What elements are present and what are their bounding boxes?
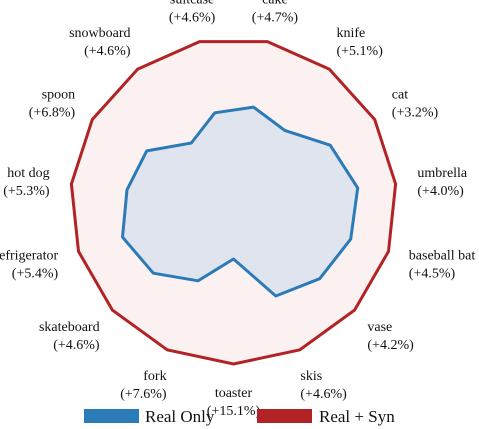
category-label-12: spoon (42, 88, 75, 103)
improvement-label-12: (+6.8%) (29, 106, 76, 121)
category-label-10: refrigerator (0, 249, 59, 264)
series-line-real-syn (69, 40, 398, 366)
improvement-label-0: (+4.7%) (252, 10, 299, 25)
category-label-0: cake (262, 0, 288, 7)
category-label-6: skis (300, 369, 322, 384)
improvement-label-9: (+4.6%) (53, 338, 100, 353)
legend-swatch-real-syn (257, 409, 312, 423)
improvement-label-7: (+15.1%) (207, 404, 261, 419)
improvement-label-5: (+4.2%) (367, 338, 414, 353)
category-label-14: suitcase (170, 0, 214, 7)
improvement-label-3: (+4.0%) (417, 184, 464, 199)
improvement-label-14: (+4.6%) (169, 10, 216, 25)
category-label-1: knife (337, 26, 366, 41)
improvement-label-8: (+7.6%) (120, 387, 167, 402)
improvement-label-13: (+4.6%) (84, 44, 131, 59)
radar-series (69, 40, 398, 366)
category-labels: cake (+4.7%) knife (+5.1%) cat (+3.2%) umbrell… (0, 0, 475, 419)
category-label-11: hot dog (7, 166, 49, 181)
category-label-3: umbrella (417, 166, 468, 181)
legend-swatch-real-only (84, 409, 139, 423)
category-label-5: vase (367, 320, 392, 335)
legend-label-real-only: Real Only (145, 407, 215, 426)
category-label-8: fork (143, 369, 166, 384)
improvement-label-10: (+5.4%) (12, 267, 59, 282)
improvement-label-11: (+5.3%) (3, 184, 50, 199)
improvement-label-2: (+3.2%) (392, 106, 439, 121)
improvement-label-1: (+5.1%) (337, 44, 384, 59)
legend: Real Only Real + Syn (84, 407, 395, 426)
legend-label-real-syn: Real + Syn (319, 407, 395, 426)
series-line-real-only (121, 105, 360, 298)
category-label-4: baseball bat (409, 249, 476, 264)
category-label-7: toaster (215, 386, 253, 401)
category-label-2: cat (392, 88, 408, 103)
improvement-label-4: (+4.5%) (409, 267, 456, 282)
improvement-label-6: (+4.6%) (300, 387, 347, 402)
category-label-9: skateboard (39, 320, 100, 335)
category-label-13: snowboard (69, 26, 130, 41)
